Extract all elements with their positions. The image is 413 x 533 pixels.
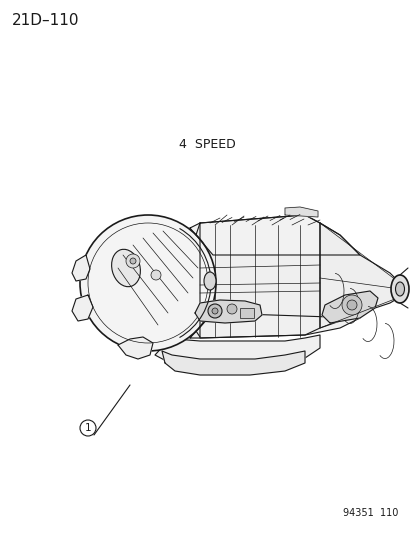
Circle shape bbox=[126, 254, 140, 268]
Polygon shape bbox=[161, 351, 304, 375]
FancyBboxPatch shape bbox=[240, 308, 254, 318]
Text: 4  SPEED: 4 SPEED bbox=[178, 139, 235, 151]
Polygon shape bbox=[199, 215, 319, 338]
Text: 21D–110: 21D–110 bbox=[12, 13, 79, 28]
Ellipse shape bbox=[204, 272, 216, 290]
Polygon shape bbox=[154, 335, 319, 365]
Polygon shape bbox=[118, 337, 153, 359]
Polygon shape bbox=[195, 300, 261, 323]
Text: 94351  110: 94351 110 bbox=[342, 508, 397, 518]
Polygon shape bbox=[321, 291, 377, 323]
Circle shape bbox=[226, 304, 236, 314]
Ellipse shape bbox=[394, 282, 404, 296]
Polygon shape bbox=[319, 223, 401, 328]
Circle shape bbox=[80, 420, 96, 436]
Polygon shape bbox=[190, 215, 359, 255]
Circle shape bbox=[151, 270, 161, 280]
Ellipse shape bbox=[390, 275, 408, 303]
Circle shape bbox=[130, 258, 136, 264]
Circle shape bbox=[346, 300, 356, 310]
Polygon shape bbox=[72, 255, 90, 281]
Polygon shape bbox=[190, 313, 359, 338]
Polygon shape bbox=[284, 207, 317, 217]
Circle shape bbox=[207, 304, 221, 318]
Text: 1: 1 bbox=[85, 423, 91, 433]
Polygon shape bbox=[72, 295, 93, 321]
Circle shape bbox=[211, 308, 218, 314]
Circle shape bbox=[80, 215, 216, 351]
Circle shape bbox=[341, 295, 361, 315]
Ellipse shape bbox=[112, 249, 140, 287]
